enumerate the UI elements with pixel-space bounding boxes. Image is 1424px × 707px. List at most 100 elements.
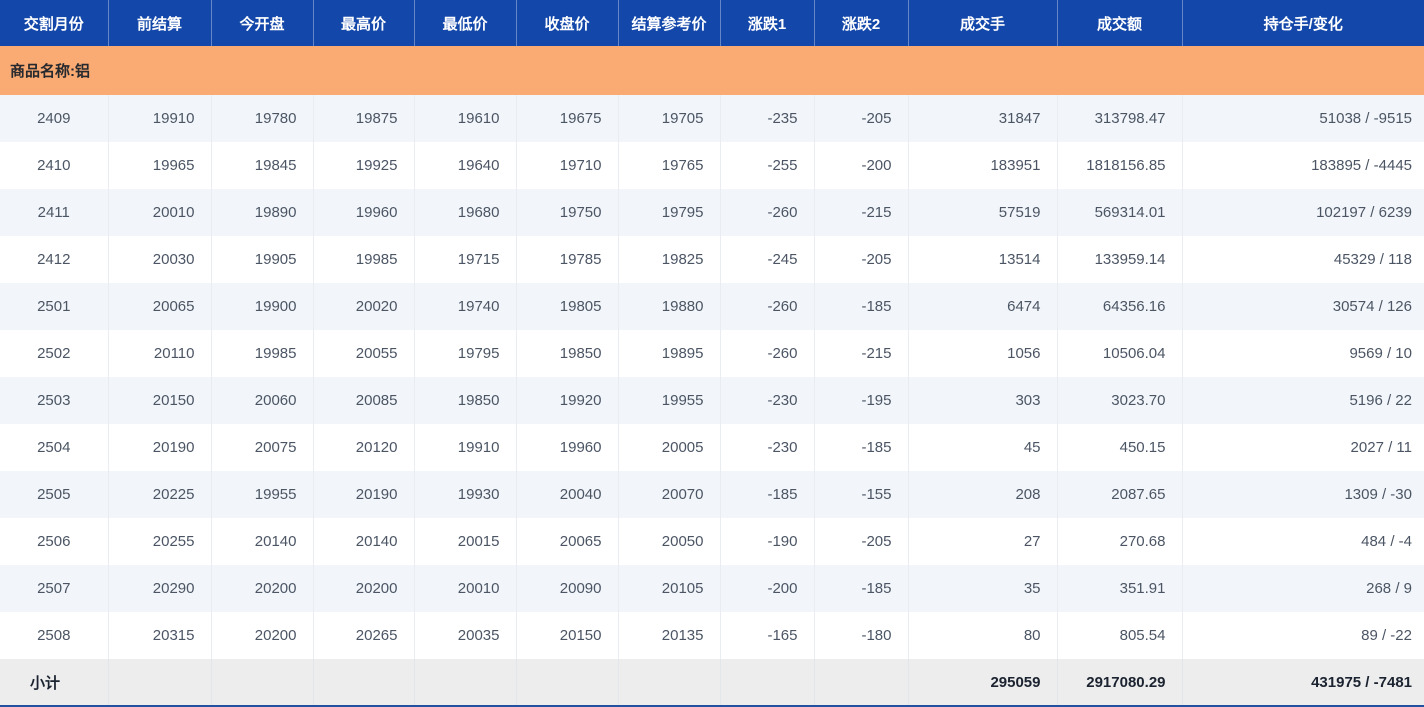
cell-high: 20200 [313,565,415,612]
subtotal-empty-cell [720,659,815,705]
table-row: 2411 20010 19890 19960 19680 19750 19795 -260 -2… [0,189,1424,236]
subtotal-open-interest-change: 431975 / -7481 [1182,659,1424,705]
cell-open: 19900 [211,283,314,330]
cell-close: 19920 [516,377,619,424]
cell-delivery-month: 2506 [0,518,109,565]
cell-change1: -235 [720,95,815,142]
cell-open: 20060 [211,377,314,424]
column-header-change2: 涨跌2 [814,0,909,46]
cell-turnover: 351.91 [1057,565,1183,612]
cell-open: 20140 [211,518,314,565]
cell-change2: -185 [814,565,909,612]
table-row: 2409 19910 19780 19875 19610 19675 19705 -235 -2… [0,95,1424,142]
cell-delivery-month: 2508 [0,612,109,659]
cell-close: 19960 [516,424,619,471]
cell-low: 19610 [414,95,517,142]
table-row: 2505 20225 19955 20190 19930 20040 20070 -185 -1… [0,471,1424,518]
cell-prev-settlement: 20110 [108,330,212,377]
commodity-band-row: 商品名称:铝 [0,46,1424,95]
cell-turnover: 450.15 [1057,424,1183,471]
column-header-settlement-ref: 结算参考价 [618,0,721,46]
subtotal-empty-cell [414,659,517,705]
cell-volume: 80 [908,612,1058,659]
cell-close: 19710 [516,142,619,189]
cell-close: 19750 [516,189,619,236]
column-header-open-interest-change: 持仓手/变化 [1182,0,1424,46]
cell-high: 19875 [313,95,415,142]
table-row: 2506 20255 20140 20140 20015 20065 20050 -190 -2… [0,518,1424,565]
cell-open-interest-change: 89 / -22 [1182,612,1424,659]
cell-open-interest-change: 2027 / 11 [1182,424,1424,471]
cell-low: 19715 [414,236,517,283]
cell-change2: -205 [814,518,909,565]
cell-close: 19785 [516,236,619,283]
cell-prev-settlement: 20290 [108,565,212,612]
cell-change1: -230 [720,377,815,424]
cell-change2: -205 [814,95,909,142]
cell-close: 19675 [516,95,619,142]
cell-prev-settlement: 20225 [108,471,212,518]
cell-prev-settlement: 20255 [108,518,212,565]
cell-prev-settlement: 20030 [108,236,212,283]
column-header-low: 最低价 [414,0,517,46]
cell-high: 19960 [313,189,415,236]
cell-open-interest-change: 5196 / 22 [1182,377,1424,424]
cell-settlement-ref: 19895 [618,330,721,377]
cell-open: 19985 [211,330,314,377]
cell-settlement-ref: 19955 [618,377,721,424]
cell-low: 19740 [414,283,517,330]
subtotal-empty-cell [211,659,314,705]
cell-open-interest-change: 30574 / 126 [1182,283,1424,330]
cell-change1: -165 [720,612,815,659]
commodity-name-label: 商品名称:铝 [0,46,1424,95]
cell-volume: 31847 [908,95,1058,142]
cell-low: 19680 [414,189,517,236]
cell-open: 20200 [211,565,314,612]
cell-close: 19805 [516,283,619,330]
cell-change2: -205 [814,236,909,283]
cell-delivery-month: 2507 [0,565,109,612]
cell-close: 19850 [516,330,619,377]
column-header-high: 最高价 [313,0,415,46]
bottom-accent-bar [0,705,1424,707]
cell-change1: -185 [720,471,815,518]
cell-change1: -255 [720,142,815,189]
cell-prev-settlement: 20190 [108,424,212,471]
cell-open-interest-change: 1309 / -30 [1182,471,1424,518]
cell-delivery-month: 2505 [0,471,109,518]
cell-open: 19845 [211,142,314,189]
table-row: 2508 20315 20200 20265 20035 20150 20135 -165 -1… [0,612,1424,659]
subtotal-empty-cell [618,659,721,705]
cell-change1: -260 [720,330,815,377]
table-row: 2502 20110 19985 20055 19795 19850 19895 -260 -2… [0,330,1424,377]
cell-settlement-ref: 19825 [618,236,721,283]
cell-settlement-ref: 19880 [618,283,721,330]
cell-turnover: 2087.65 [1057,471,1183,518]
cell-open-interest-change: 183895 / -4445 [1182,142,1424,189]
cell-change2: -185 [814,424,909,471]
cell-open-interest-change: 51038 / -9515 [1182,95,1424,142]
cell-volume: 13514 [908,236,1058,283]
cell-volume: 27 [908,518,1058,565]
cell-change1: -260 [720,189,815,236]
subtotal-label: 小计 [0,659,109,705]
column-header-turnover: 成交额 [1057,0,1183,46]
cell-settlement-ref: 20135 [618,612,721,659]
cell-open-interest-change: 45329 / 118 [1182,236,1424,283]
cell-volume: 45 [908,424,1058,471]
cell-change1: -260 [720,283,815,330]
cell-close: 20040 [516,471,619,518]
cell-volume: 35 [908,565,1058,612]
subtotal-volume: 295059 [908,659,1058,705]
cell-low: 20010 [414,565,517,612]
cell-settlement-ref: 20070 [618,471,721,518]
cell-turnover: 64356.16 [1057,283,1183,330]
table-row: 2410 19965 19845 19925 19640 19710 19765 -255 -2… [0,142,1424,189]
column-header-open: 今开盘 [211,0,314,46]
cell-high: 19925 [313,142,415,189]
cell-change2: -215 [814,330,909,377]
cell-high: 19985 [313,236,415,283]
cell-delivery-month: 2501 [0,283,109,330]
table-row: 2507 20290 20200 20200 20010 20090 20105 -200 -1… [0,565,1424,612]
